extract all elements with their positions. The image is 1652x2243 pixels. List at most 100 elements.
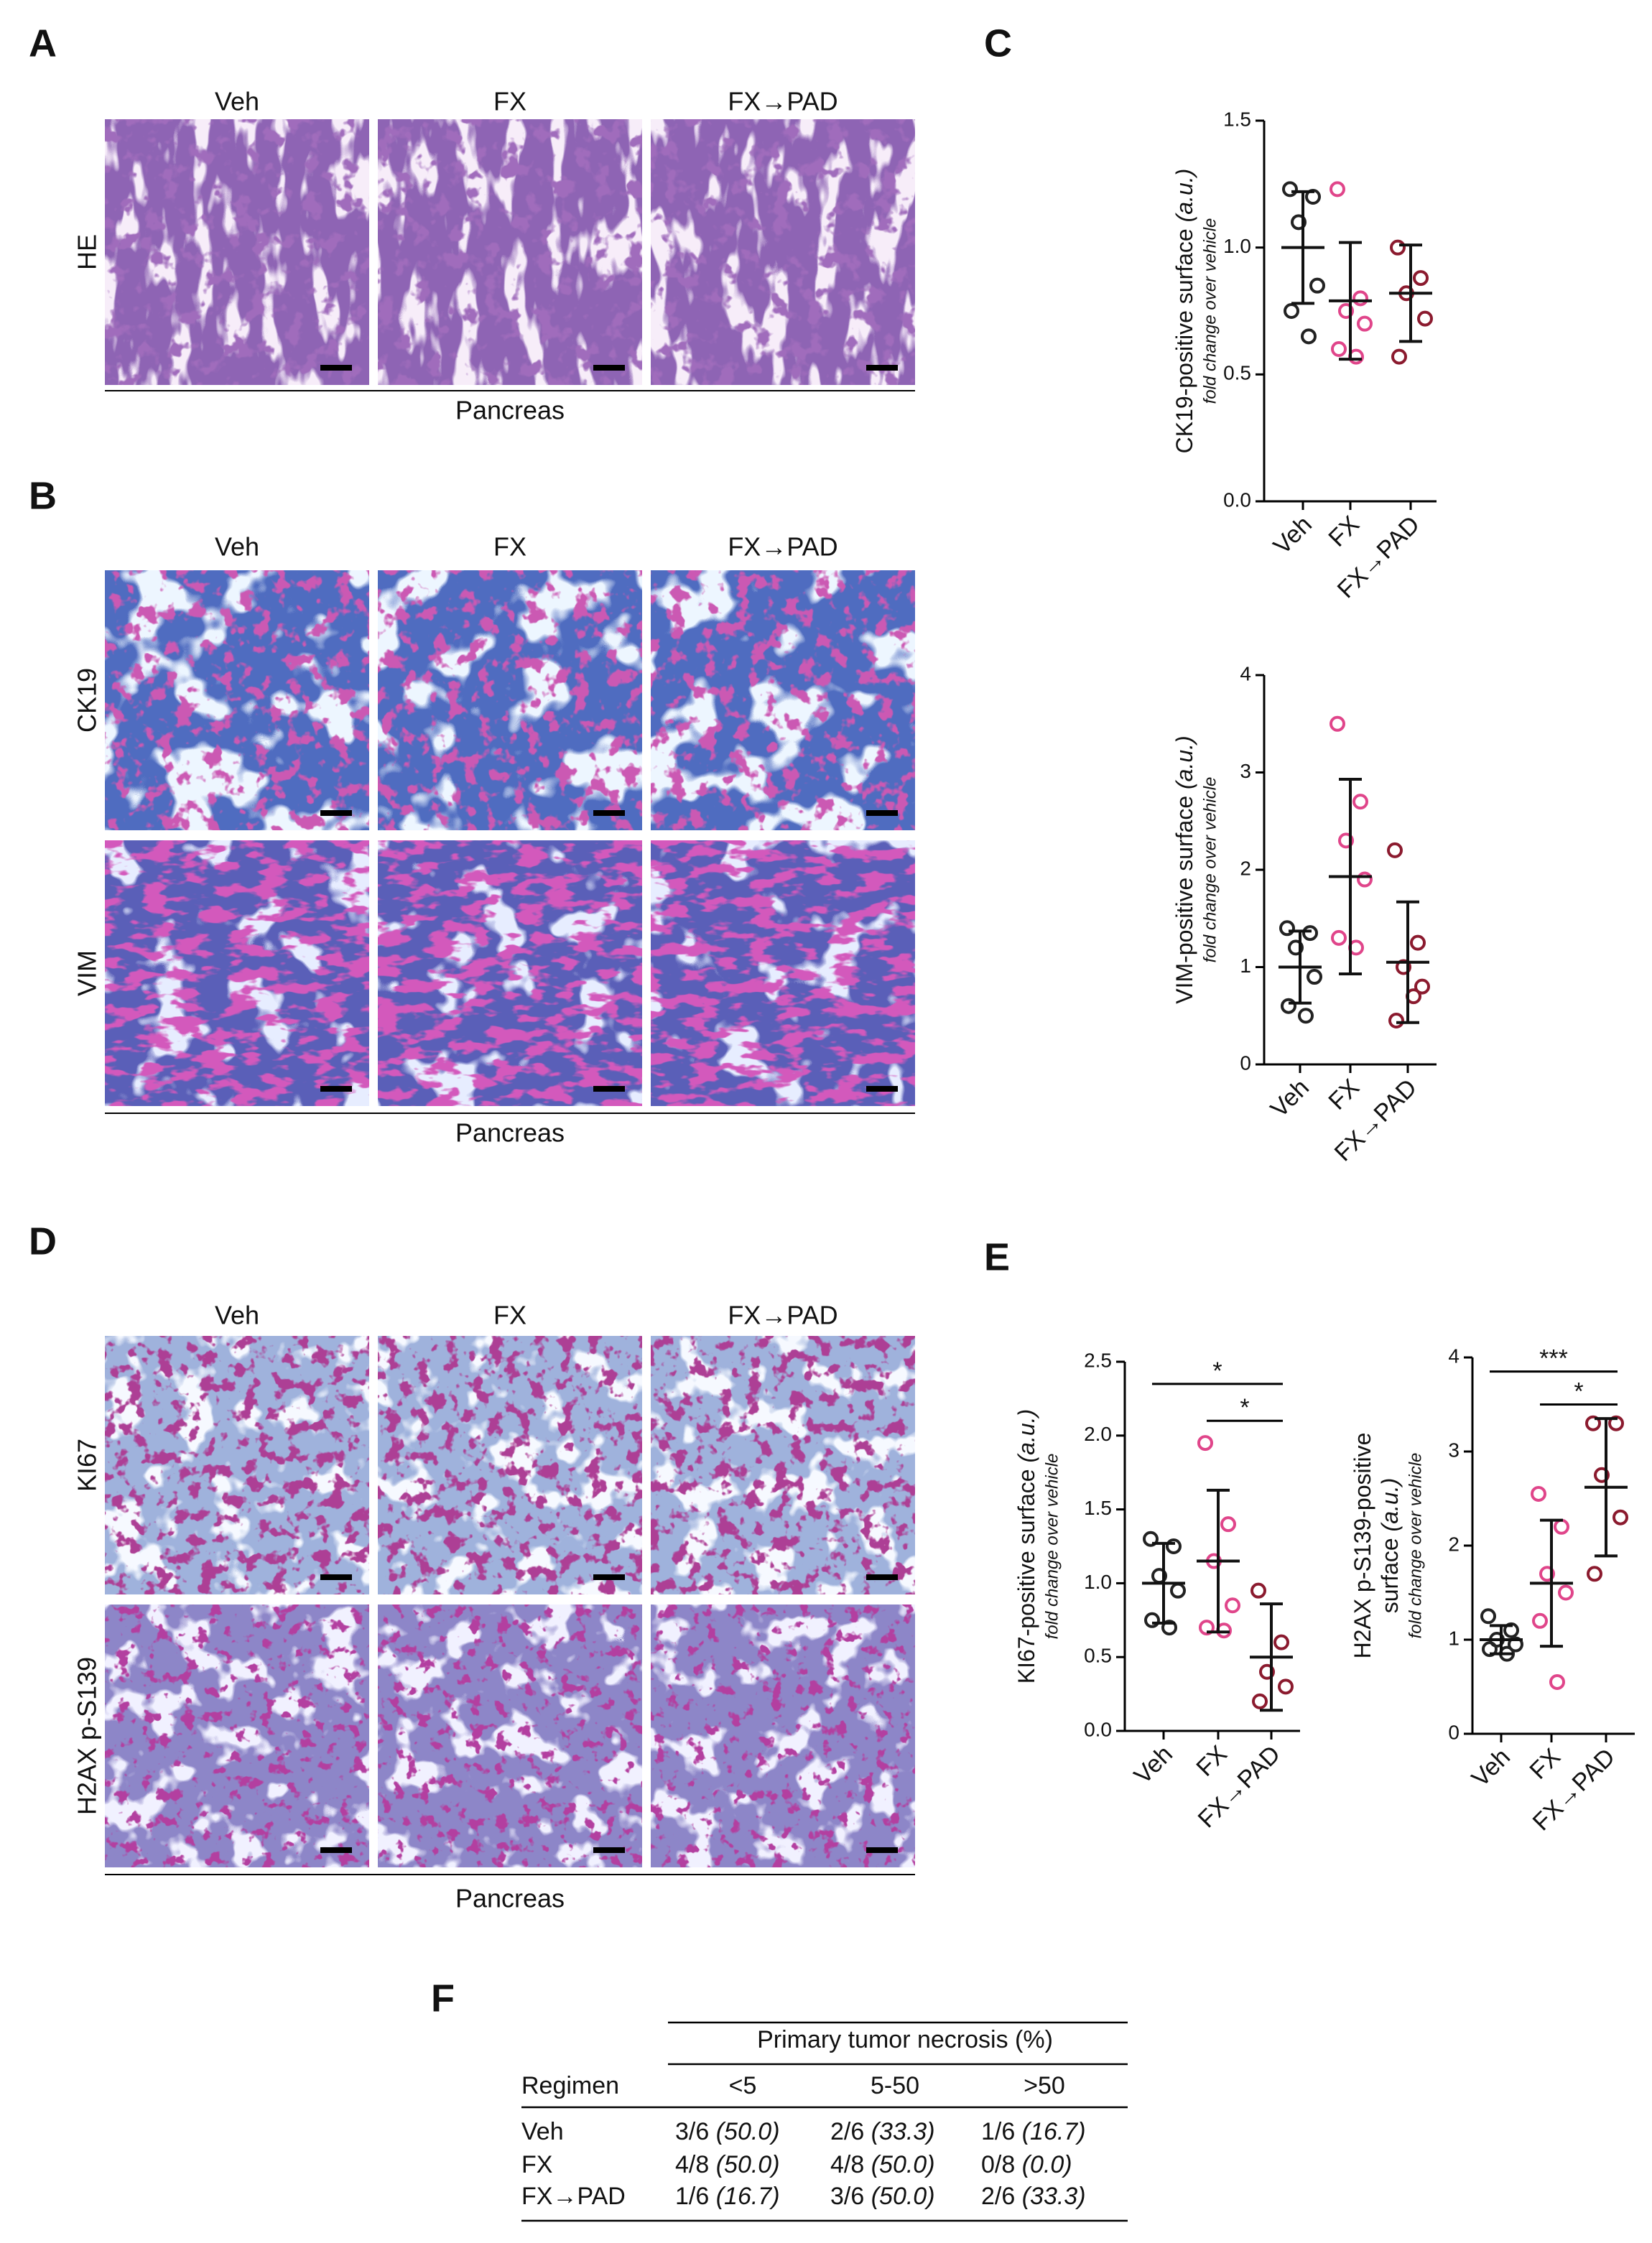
data-point xyxy=(1331,341,1347,357)
table-cell: FX xyxy=(521,2151,552,2178)
column-header: FX→PAD xyxy=(728,532,837,562)
texture xyxy=(378,1336,642,1594)
y-tick-label: 0 xyxy=(1240,1051,1251,1074)
significance-label: *** xyxy=(1539,1345,1568,1373)
data-point xyxy=(1352,290,1368,307)
scale-bar xyxy=(320,1847,352,1853)
error-bar xyxy=(1490,1624,1513,1655)
data-point xyxy=(1594,1467,1610,1483)
data-point xyxy=(1338,832,1354,849)
significance-label: * xyxy=(1240,1394,1249,1421)
y-tick-label: 2 xyxy=(1448,1533,1460,1555)
x-tick-label: FX xyxy=(1524,1743,1566,1785)
texture xyxy=(378,570,642,830)
count: 4/8 xyxy=(675,2151,709,2178)
tissue-label: Pancreas xyxy=(455,1118,565,1148)
scale-bar xyxy=(866,1847,898,1853)
column-header: FX xyxy=(493,532,526,562)
data-point xyxy=(1252,1693,1268,1709)
data-point xyxy=(1250,1582,1266,1599)
data-point xyxy=(1284,303,1299,319)
table-cell: 1/6 (16.7) xyxy=(675,2183,780,2210)
y-tick-label: 3 xyxy=(1240,760,1251,782)
data-point xyxy=(1503,1622,1519,1638)
data-point xyxy=(1143,1531,1159,1547)
scale-bar xyxy=(593,1086,625,1092)
data-point xyxy=(1357,871,1373,888)
table-cell: 4/8 (50.0) xyxy=(675,2151,780,2178)
y-tick-label: 2 xyxy=(1240,857,1251,879)
data-point xyxy=(1278,1678,1294,1695)
texture xyxy=(105,1336,369,1594)
data-point xyxy=(1301,328,1317,345)
y-tick-label: 0.0 xyxy=(1084,1718,1112,1740)
texture xyxy=(378,119,642,385)
y-axis-label-text: VIM-positive surface xyxy=(1171,796,1197,1004)
y-tick-label: 0 xyxy=(1448,1721,1460,1743)
y-axis-unit: (a.u.) xyxy=(1171,735,1197,789)
data-point xyxy=(1539,1566,1555,1582)
row-label: H2AX p-S139 xyxy=(73,1657,102,1815)
data-point xyxy=(1554,1518,1569,1535)
scale-bar xyxy=(866,810,898,816)
error-bar xyxy=(1291,190,1314,305)
row-label: CK19 xyxy=(73,668,102,733)
data-point xyxy=(1281,998,1296,1014)
error-bar xyxy=(1540,1518,1563,1648)
x-tick-label: Veh xyxy=(1467,1743,1516,1792)
table-header: >50 xyxy=(1024,2072,1065,2099)
data-point xyxy=(1298,1008,1314,1024)
row-label: HE xyxy=(73,234,102,270)
tissue-label: Pancreas xyxy=(455,396,565,425)
scale-bar xyxy=(866,365,898,371)
tissue-label: Pancreas xyxy=(455,1884,565,1913)
column-header: FX→PAD xyxy=(728,87,837,116)
column-header: FX xyxy=(493,87,526,116)
y-axis-unit: (a.u.) xyxy=(1377,1478,1403,1532)
column-header: FX→PAD xyxy=(728,1301,837,1330)
y-axis-label-text: H2AX p-S139-positive xyxy=(1350,1433,1375,1659)
y-axis-sublabel: fold change over vehicle xyxy=(1406,1453,1425,1639)
data-point xyxy=(1352,794,1368,810)
table-header: Regimen xyxy=(521,2072,619,2099)
data-point xyxy=(1417,310,1433,327)
table-cell: 0/8 (0.0) xyxy=(981,2151,1072,2178)
error-bar xyxy=(1399,243,1422,343)
data-point xyxy=(1558,1584,1574,1601)
texture xyxy=(651,1605,915,1867)
data-point xyxy=(1357,315,1373,332)
y-axis-label: surface (a.u.) xyxy=(1377,1478,1403,1614)
y-tick-label: 4 xyxy=(1240,662,1251,684)
data-point xyxy=(1330,181,1345,198)
data-point xyxy=(1197,1435,1213,1452)
texture xyxy=(105,119,369,385)
row-label: KI67 xyxy=(73,1439,102,1492)
data-point xyxy=(1330,715,1345,732)
data-point xyxy=(1302,925,1318,942)
y-axis-sublabel: fold change over vehicle xyxy=(1200,777,1220,963)
error-bar xyxy=(1152,1541,1175,1625)
count: 4/8 xyxy=(830,2151,864,2178)
percent: (16.7) xyxy=(1022,2118,1086,2145)
data-point xyxy=(1282,181,1298,198)
table-cell: 2/6 (33.3) xyxy=(830,2118,935,2145)
data-point xyxy=(1391,348,1407,365)
column-header: FX xyxy=(493,1301,526,1330)
count: 1/6 xyxy=(675,2183,709,2210)
y-axis-unit: (a.u.) xyxy=(1013,1409,1039,1463)
scale-bar xyxy=(320,365,352,371)
data-point xyxy=(1387,842,1403,858)
y-tick-label: 3 xyxy=(1448,1439,1460,1461)
error-bar xyxy=(1339,777,1362,975)
table-header: <5 xyxy=(729,2072,757,2099)
data-point xyxy=(1144,1612,1160,1628)
panel-label: A xyxy=(29,22,57,65)
significance-label: * xyxy=(1574,1378,1583,1405)
y-axis-sublabel: fold change over vehicle xyxy=(1200,218,1220,404)
scale-bar xyxy=(593,1574,625,1580)
data-point xyxy=(1259,1663,1275,1680)
y-tick-label: 0.0 xyxy=(1223,488,1251,511)
table-title: Primary tumor necrosis (%) xyxy=(757,2026,1053,2053)
count: 3/6 xyxy=(830,2183,864,2210)
